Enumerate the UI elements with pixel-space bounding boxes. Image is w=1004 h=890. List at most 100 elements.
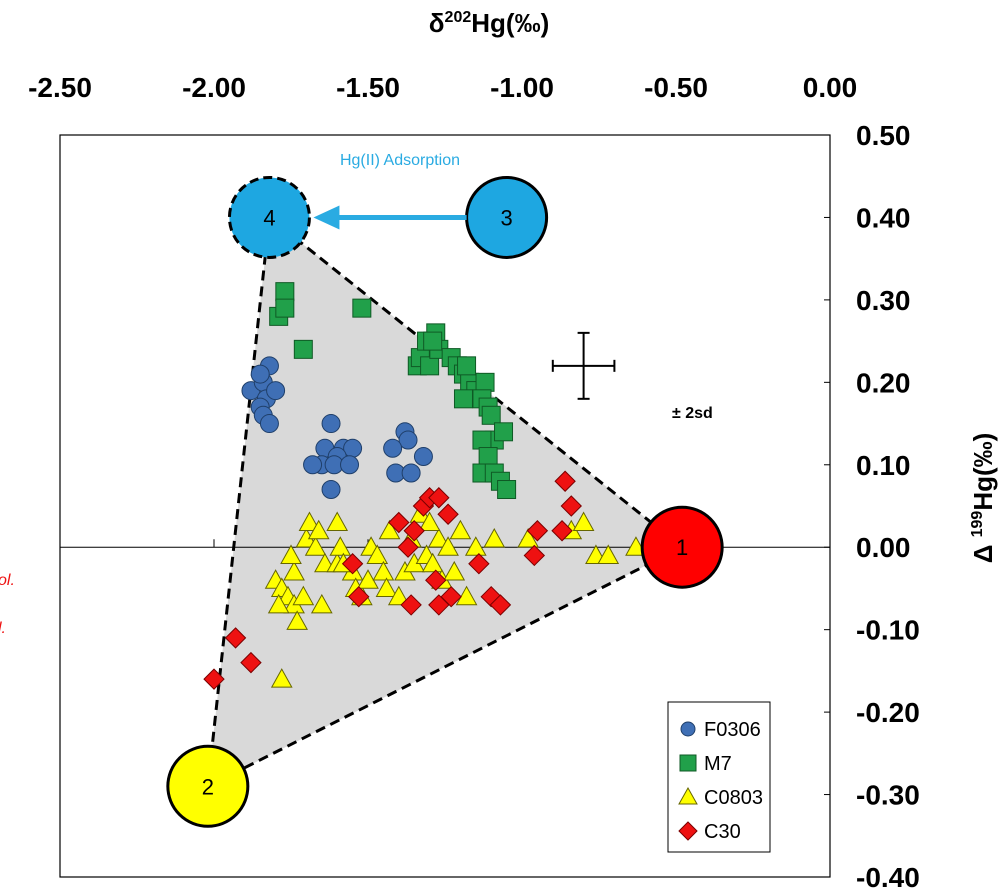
data-point-c30 bbox=[428, 594, 450, 616]
data-point-c0803 bbox=[270, 668, 293, 688]
data-point-c0803 bbox=[298, 511, 321, 531]
data-point-m7 bbox=[275, 298, 295, 318]
legend-marker-m7 bbox=[679, 754, 697, 772]
data-point-c0803 bbox=[572, 511, 595, 531]
data-point-m7 bbox=[475, 372, 495, 392]
data-point-c0803 bbox=[437, 536, 459, 556]
data-point-m7 bbox=[453, 389, 473, 409]
legend-label-c30: C30 bbox=[704, 821, 741, 843]
data-point-m7 bbox=[275, 282, 295, 302]
data-point-c0803 bbox=[307, 519, 330, 540]
data-point-c30 bbox=[526, 520, 549, 542]
y-tick-label: 0.20 bbox=[856, 367, 911, 398]
endmember-1-circle bbox=[640, 505, 724, 589]
x-tick-label: -1.00 bbox=[490, 72, 554, 103]
data-point-c0803 bbox=[267, 593, 290, 614]
data-point-m7 bbox=[472, 430, 492, 450]
data-point-c30 bbox=[203, 668, 225, 690]
legend-label-m7: M7 bbox=[704, 753, 732, 775]
data-point-m7 bbox=[457, 356, 477, 376]
x-tick-label: -0.50 bbox=[644, 72, 708, 103]
y-tick-label: -0.40 bbox=[856, 862, 920, 890]
data-point-c0803 bbox=[326, 511, 349, 531]
data-point-c0803 bbox=[286, 610, 309, 630]
legend-label-f0306: F0306 bbox=[704, 719, 761, 741]
data-point-m7 bbox=[423, 331, 443, 351]
data-point-f0306 bbox=[383, 438, 403, 458]
legend-label-c0803: C0803 bbox=[704, 787, 763, 809]
data-point-c0803 bbox=[387, 585, 410, 606]
data-point-f0306 bbox=[266, 381, 286, 401]
y-tick-label: -0.30 bbox=[856, 780, 920, 811]
y-tick-label: 0.50 bbox=[856, 120, 911, 151]
data-point-c0803 bbox=[329, 536, 352, 556]
data-point-c0803 bbox=[292, 585, 315, 606]
data-point-c30 bbox=[403, 520, 425, 542]
x-axis-title: δ202Hg(‰) bbox=[429, 8, 549, 38]
data-point-c0803 bbox=[455, 585, 478, 606]
data-point-c0803 bbox=[304, 536, 327, 556]
endmember-4-circle bbox=[227, 175, 311, 259]
data-point-c0803 bbox=[372, 560, 395, 581]
legend-marker-f0306 bbox=[680, 721, 696, 737]
data-point-c0803 bbox=[449, 519, 472, 540]
endmember-1-label: 1 bbox=[676, 535, 688, 560]
data-point-c30 bbox=[428, 487, 450, 509]
x-tick-label: -2.50 bbox=[28, 72, 92, 103]
data-point-c30 bbox=[388, 511, 410, 534]
adsorption-arrow-head bbox=[313, 205, 340, 230]
legend-marker-c0803 bbox=[678, 786, 698, 805]
data-point-c0803 bbox=[310, 593, 333, 614]
data-point-m7 bbox=[481, 405, 501, 425]
edge-text-2: l. bbox=[0, 620, 6, 637]
legend-marker-c30 bbox=[678, 821, 698, 841]
x-tick-label: 0.00 bbox=[803, 72, 858, 103]
y-axis-title: Δ 199Hg(‰) bbox=[968, 433, 998, 564]
data-point-c30 bbox=[224, 627, 247, 649]
data-point-f0306 bbox=[321, 480, 341, 500]
data-point-c0803 bbox=[597, 544, 620, 564]
data-point-c30 bbox=[551, 520, 573, 542]
data-point-f0306 bbox=[401, 463, 421, 483]
y-tick-label: -0.10 bbox=[856, 615, 920, 646]
data-point-c0803 bbox=[375, 577, 398, 597]
endmember-2-circle bbox=[166, 744, 250, 828]
data-point-f0306 bbox=[340, 455, 360, 475]
error-bar-label: ± 2sd bbox=[672, 405, 713, 422]
data-point-c30 bbox=[523, 544, 546, 567]
data-point-m7 bbox=[478, 447, 498, 467]
data-point-c0803 bbox=[421, 552, 444, 573]
data-point-f0306 bbox=[413, 447, 433, 467]
data-point-c30 bbox=[560, 495, 582, 517]
endmember-2-label: 2 bbox=[202, 774, 214, 799]
x-tick-label: -2.00 bbox=[182, 72, 246, 103]
y-tick-label: 0.30 bbox=[856, 285, 911, 316]
data-point-m7 bbox=[352, 298, 372, 318]
y-tick-label: 0.10 bbox=[856, 450, 911, 481]
endmember-4-label: 4 bbox=[263, 205, 275, 230]
data-point-c0803 bbox=[357, 569, 379, 589]
data-point-c30 bbox=[240, 651, 262, 674]
data-point-c0803 bbox=[378, 519, 401, 540]
data-point-f0306 bbox=[398, 430, 418, 450]
data-point-c30 bbox=[554, 470, 576, 492]
data-point-c0803 bbox=[418, 511, 441, 531]
data-point-f0306 bbox=[259, 414, 279, 434]
data-point-c30 bbox=[489, 594, 512, 616]
data-point-c0803 bbox=[366, 544, 389, 564]
data-point-c0803 bbox=[280, 544, 302, 564]
data-point-c0803 bbox=[483, 527, 506, 548]
data-point-c0803 bbox=[283, 560, 305, 581]
x-tick-label: -1.50 bbox=[336, 72, 400, 103]
data-point-f0306 bbox=[321, 414, 341, 434]
edge-text-1: ol. bbox=[0, 572, 15, 589]
data-point-c30 bbox=[397, 536, 419, 558]
data-point-c0803 bbox=[427, 527, 450, 548]
data-point-c0803 bbox=[464, 536, 487, 556]
data-point-m7 bbox=[293, 339, 313, 359]
endmember-3-label: 3 bbox=[500, 205, 512, 230]
data-point-m7 bbox=[420, 356, 440, 376]
data-point-f0306 bbox=[250, 364, 270, 384]
data-point-c0803 bbox=[517, 527, 540, 548]
